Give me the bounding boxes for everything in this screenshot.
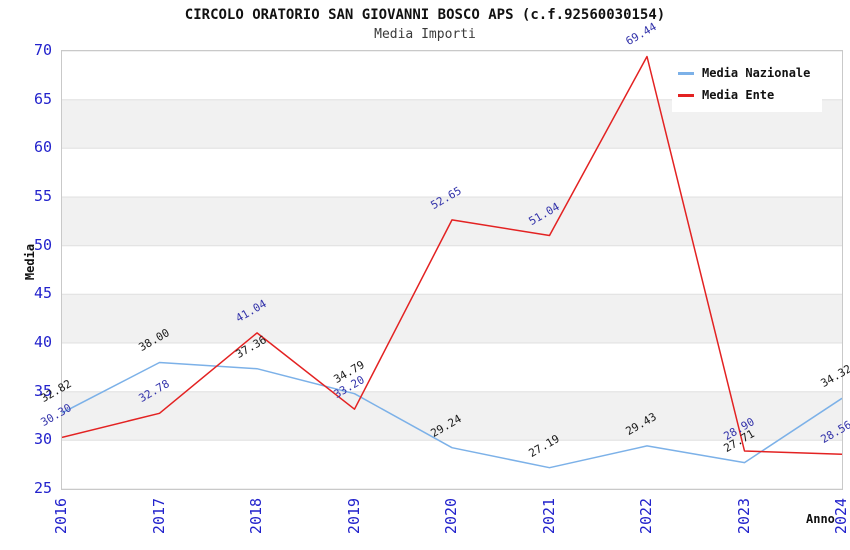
x-tick-label: 2018 <box>247 497 265 535</box>
chart-title: CIRCOLO ORATORIO SAN GIOVANNI BOSCO APS … <box>184 7 666 23</box>
plot-area <box>61 50 843 490</box>
y-tick-label: 50 <box>33 235 52 254</box>
x-tick-label: 2023 <box>734 497 753 535</box>
legend: Media Nazionale Media Ente <box>672 56 822 112</box>
legend-label: Media Ente <box>702 88 775 102</box>
chart-subtitle: Media Importi <box>374 27 476 42</box>
x-tick-label: 2020 <box>442 497 460 535</box>
legend-label: Media Nazionale <box>702 66 811 80</box>
x-tick-label: 2022 <box>637 497 655 535</box>
plot-canvas <box>62 51 842 489</box>
x-tick-label: 2016 <box>52 497 70 535</box>
y-tick-label: 30 <box>33 430 52 449</box>
legend-item-media-nazionale: Media Nazionale <box>678 62 818 84</box>
y-tick-label: 45 <box>33 284 52 303</box>
x-tick-label: 2019 <box>344 497 363 535</box>
y-tick-label: 65 <box>33 89 52 108</box>
y-tick-label: 25 <box>33 479 52 497</box>
y-axis-title: Media <box>23 243 37 281</box>
x-tick-label: 2021 <box>539 497 558 535</box>
legend-item-media-ente: Media Ente <box>678 84 818 106</box>
y-tick-label: 55 <box>33 187 52 205</box>
legend-swatch-ente-line-icon <box>678 93 694 97</box>
x-tick-label: 2024 <box>832 497 850 535</box>
y-tick-label: 70 <box>33 41 52 59</box>
y-tick-label: 35 <box>33 381 52 400</box>
y-tick-label: 40 <box>33 333 52 351</box>
y-tick-label: 60 <box>33 138 52 157</box>
x-axis-title: Anno <box>806 512 835 526</box>
legend-swatch-nazionale-line-icon <box>678 71 694 75</box>
x-tick-label: 2017 <box>149 497 168 535</box>
